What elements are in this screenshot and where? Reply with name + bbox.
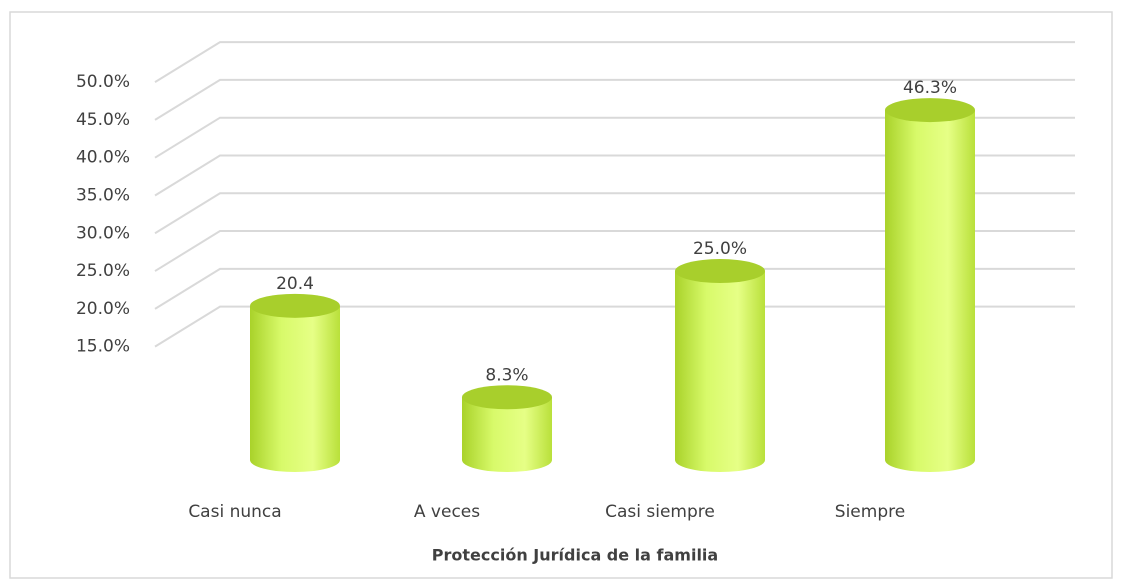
- y-tick-label: 30.0%: [76, 223, 130, 243]
- x-axis-title: Protección Jurídica de la familia: [432, 546, 718, 565]
- y-tick-label: 50.0%: [76, 72, 130, 92]
- y-tick-label: 40.0%: [76, 148, 130, 168]
- x-tick-label: Siempre: [835, 502, 905, 522]
- grid-line: [154, 192, 1075, 235]
- grid-line: [154, 305, 1075, 348]
- value-label: 20.4: [276, 274, 314, 294]
- y-tick-label: 45.0%: [76, 110, 130, 130]
- y-tick-label: 20.0%: [76, 299, 130, 319]
- grid-line: [154, 154, 1075, 197]
- bar: [462, 397, 552, 472]
- bar-top: [885, 98, 975, 123]
- value-label: 25.0%: [693, 239, 747, 259]
- x-tick-label: Casi siempre: [605, 502, 715, 522]
- grid-line: [154, 41, 1075, 83]
- y-tick-label: 15.0%: [76, 337, 130, 357]
- bar: [885, 110, 975, 472]
- value-label: 46.3%: [903, 78, 957, 98]
- grid-line: [154, 116, 1075, 159]
- y-tick-label: 25.0%: [76, 261, 130, 281]
- bar: [675, 271, 765, 472]
- grid-line: [154, 78, 1075, 121]
- x-tick-label: Casi nunca: [188, 502, 281, 522]
- bar-top: [462, 385, 552, 410]
- bar-top: [250, 293, 340, 318]
- grid-line: [154, 230, 1075, 272]
- x-tick-label: A veces: [414, 502, 480, 522]
- y-tick-label: 35.0%: [76, 185, 130, 205]
- bar-top: [675, 259, 765, 284]
- bar: [250, 305, 340, 472]
- grid-line: [154, 267, 1075, 310]
- value-label: 8.3%: [485, 365, 528, 385]
